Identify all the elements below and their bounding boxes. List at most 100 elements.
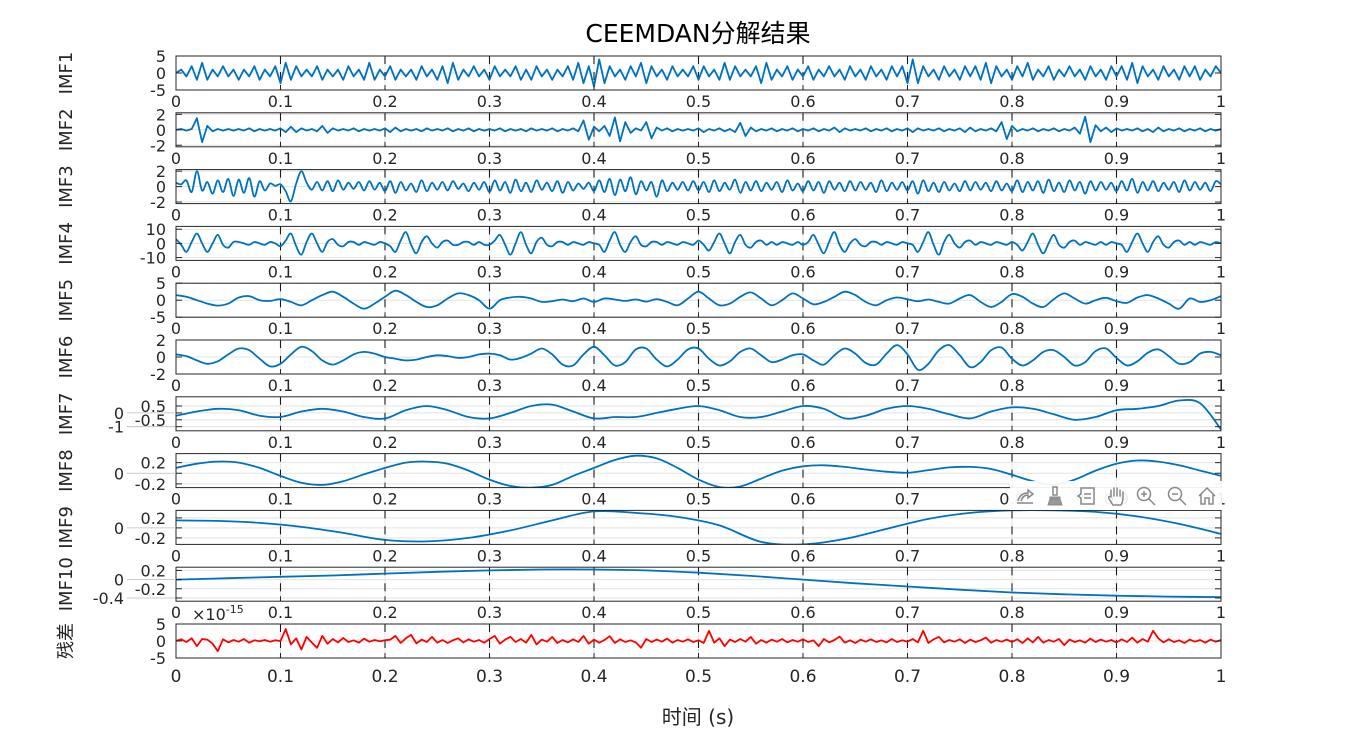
x-tick-label: 0.8 bbox=[999, 319, 1024, 338]
x-tick-label: 0.5 bbox=[685, 667, 712, 687]
x-tick-label: 0.1 bbox=[268, 262, 293, 281]
x-tick-label: 0.9 bbox=[1103, 667, 1130, 687]
y-tick-label: 2 bbox=[156, 162, 166, 181]
y-tick-label: 5 bbox=[156, 274, 166, 293]
x-tick-label: 1 bbox=[1216, 149, 1226, 168]
series-line-imf3 bbox=[176, 170, 1221, 203]
x-tick-label: 0.4 bbox=[581, 206, 606, 225]
subplot-imf10: 0.20 -0.2-0.40 0.1 0.2 0.3 0.4 0.5 0.6 0.7 0.8 0.9… bbox=[56, 557, 1226, 622]
x-tick-label: 0 bbox=[171, 433, 181, 452]
x-tick-label: 0.5 bbox=[686, 546, 711, 565]
exponent-power: -15 bbox=[226, 603, 244, 616]
axes-toolbar bbox=[1010, 481, 1222, 510]
x-tick-label: 0.1 bbox=[268, 603, 293, 622]
x-tick-label: 0.2 bbox=[372, 262, 397, 281]
y-tick-label: -10 bbox=[140, 249, 166, 268]
x-tick-label: 0.8 bbox=[999, 206, 1024, 225]
brush-icon[interactable] bbox=[1043, 484, 1067, 508]
x-tick-label: 1 bbox=[1216, 603, 1226, 622]
x-tick-label: 0.8 bbox=[999, 149, 1024, 168]
x-tick-label: 0 bbox=[171, 206, 181, 225]
x-tick-label: 0.4 bbox=[581, 319, 606, 338]
series-line-imf1 bbox=[176, 58, 1221, 88]
x-tick-label: 0 bbox=[171, 149, 181, 168]
x-tick-label: 0.7 bbox=[895, 262, 920, 281]
x-tick-label: 0.2 bbox=[371, 667, 398, 687]
x-tick-label: 0 bbox=[171, 603, 181, 622]
y-tick-label: -1 bbox=[108, 418, 124, 437]
x-tick-label: 0.4 bbox=[581, 433, 606, 452]
pan-hand-icon[interactable] bbox=[1104, 484, 1128, 508]
x-tick-label: 0 bbox=[171, 667, 182, 687]
y-tick-label: 0 bbox=[156, 348, 166, 367]
series-line-imf10 bbox=[176, 568, 1221, 598]
x-tick-label: 0.8 bbox=[999, 262, 1024, 281]
series-line-imf9 bbox=[176, 510, 1221, 545]
y-tick-label: 0 bbox=[114, 464, 124, 483]
zoom-in-icon[interactable] bbox=[1134, 484, 1158, 508]
subplot-imf9: 0.2 0 -0.2 0 0.1 0.2 0.3 0.4 0.5 0.6 0.7 0.8 0.9 1 IMF… bbox=[56, 506, 1226, 565]
x-tick-label: 0.2 bbox=[372, 376, 397, 395]
datatip-icon[interactable] bbox=[1074, 484, 1098, 508]
x-tick-label: 0.4 bbox=[581, 490, 606, 509]
y-tick-label: -5 bbox=[150, 649, 166, 668]
y-tick-label: -0.2 bbox=[135, 580, 166, 599]
y-axis-label: IMF5 bbox=[56, 279, 77, 322]
y-tick-label: 0 bbox=[156, 632, 166, 651]
x-tick-label: 0.6 bbox=[790, 433, 815, 452]
x-tick-label: 0.7 bbox=[895, 92, 920, 111]
x-tick-label: 1 bbox=[1216, 376, 1226, 395]
x-tick-label: 0.8 bbox=[999, 376, 1024, 395]
y-tick-label: 0.2 bbox=[141, 561, 166, 580]
x-tick-label: 0.1 bbox=[268, 319, 293, 338]
x-tick-label: 0.1 bbox=[268, 433, 293, 452]
x-tick-label: 0.4 bbox=[581, 149, 606, 168]
y-tick-label: -5 bbox=[150, 308, 166, 327]
y-axis-label: IMF6 bbox=[56, 336, 77, 379]
x-tick-label: 0.6 bbox=[790, 603, 815, 622]
zoom-out-icon[interactable] bbox=[1165, 484, 1189, 508]
y-tick-label: -2 bbox=[150, 193, 166, 212]
home-icon[interactable] bbox=[1195, 484, 1219, 508]
x-tick-label: 0.9 bbox=[1104, 319, 1129, 338]
x-tick-label: 1 bbox=[1216, 667, 1227, 687]
x-tick-label: 0.3 bbox=[477, 603, 502, 622]
y-tick-label: 0 bbox=[156, 291, 166, 310]
x-tick-label: 1 bbox=[1216, 433, 1226, 452]
x-tick-label: 0.7 bbox=[895, 603, 920, 622]
x-tick-label: 0.6 bbox=[790, 206, 815, 225]
export-icon[interactable] bbox=[1013, 484, 1037, 508]
x-tick-label: 0.3 bbox=[477, 92, 502, 111]
y-axis-label: IMF1 bbox=[56, 52, 77, 95]
x-tick-label: 0.9 bbox=[1104, 92, 1129, 111]
x-tick-label: 0 bbox=[171, 92, 181, 111]
x-tick-label: 1 bbox=[1216, 319, 1226, 338]
x-tick-label: 0.3 bbox=[477, 262, 502, 281]
x-tick-label: 0.3 bbox=[477, 376, 502, 395]
y-tick-label: 0.2 bbox=[141, 454, 166, 473]
x-tick-label: 0.1 bbox=[268, 149, 293, 168]
x-tick-label: 1 bbox=[1216, 206, 1226, 225]
x-tick-label: 0.9 bbox=[1104, 603, 1129, 622]
series-line-残差 bbox=[176, 628, 1221, 653]
x-tick-label: 0.2 bbox=[372, 92, 397, 111]
x-tick-label: 0.4 bbox=[581, 376, 606, 395]
series-line-imf7 bbox=[176, 399, 1221, 430]
x-tick-label: 0.5 bbox=[686, 149, 711, 168]
x-tick-label: 0.5 bbox=[686, 433, 711, 452]
x-tick-label: 0.3 bbox=[477, 319, 502, 338]
x-tick-label: 0.4 bbox=[581, 546, 606, 565]
x-tick-label: 0.8 bbox=[999, 603, 1024, 622]
x-tick-label: 0.1 bbox=[268, 92, 293, 111]
y-axis-label: IMF2 bbox=[56, 108, 77, 151]
x-tick-label: 0.7 bbox=[894, 667, 921, 687]
x-tick-label: 0.8 bbox=[998, 667, 1025, 687]
y-tick-label: -0.4 bbox=[93, 589, 124, 608]
y-axis-label: IMF7 bbox=[56, 392, 77, 435]
y-tick-label: 0 bbox=[114, 404, 124, 423]
